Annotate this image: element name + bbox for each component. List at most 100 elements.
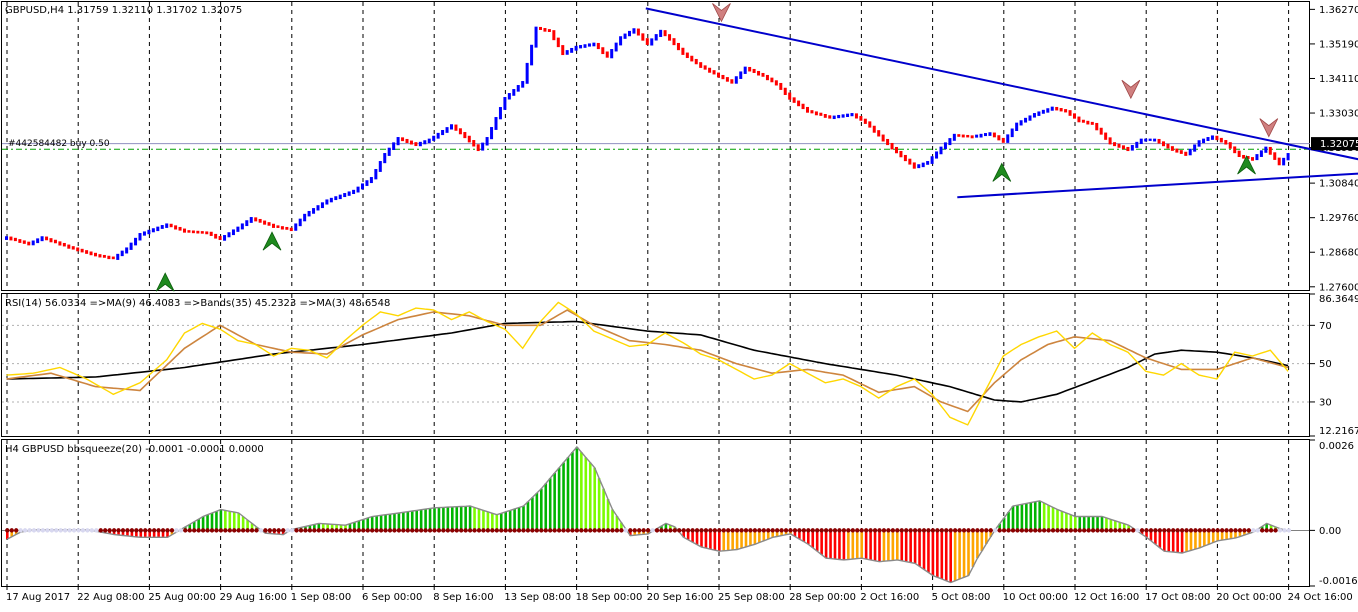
squeeze-dot — [352, 528, 357, 533]
squeeze-dot — [1037, 528, 1042, 533]
rsi-panel[interactable] — [1, 293, 1310, 437]
bbsqueeze-bar — [855, 530, 859, 559]
bbsqueeze-bar — [344, 525, 347, 531]
bear-bar — [102, 254, 106, 258]
bear-bar — [828, 115, 832, 119]
bear-bar — [1117, 143, 1121, 148]
squeeze-dot — [85, 528, 90, 533]
price-panel[interactable] — [1, 1, 1310, 291]
squeeze-dot — [423, 528, 428, 533]
bear-bar — [405, 138, 409, 143]
bull-bar — [984, 133, 987, 137]
squeeze-dot — [454, 528, 459, 533]
squeeze-dot — [921, 528, 927, 533]
squeeze-dot — [525, 528, 531, 533]
squeeze-dot — [779, 528, 784, 533]
bull-bar — [832, 115, 836, 120]
bear-bar — [961, 134, 965, 138]
squeeze-dot — [579, 528, 584, 533]
bbsqueeze-bar — [206, 514, 209, 531]
bbsqueeze-bar — [735, 530, 739, 550]
bear-bar — [721, 74, 725, 80]
bull-bar — [943, 142, 947, 150]
bbsqueeze-bar — [393, 513, 396, 531]
bear-bar — [1099, 127, 1103, 135]
bbsqueeze-bar — [313, 524, 316, 531]
bear-bar — [22, 240, 26, 244]
squeeze-dot — [205, 528, 210, 533]
bear-bar — [605, 51, 609, 58]
bbsqueeze-title: H4 GBPUSD bbsqueeze(20) -0.0001 -0.0001 … — [5, 444, 264, 455]
bear-bar — [458, 128, 462, 135]
squeeze-dot — [1055, 528, 1060, 533]
down-arrow-icon — [712, 3, 731, 23]
squeeze-dot — [1135, 528, 1140, 533]
squeeze-dot — [868, 528, 873, 533]
squeeze-dot — [1233, 528, 1238, 533]
bbsqueeze-bar — [228, 511, 232, 531]
price-tick-label: 1.35190 — [1319, 39, 1358, 50]
squeeze-dot — [1211, 528, 1216, 533]
squeeze-dot — [703, 528, 709, 533]
bear-bar — [672, 38, 676, 46]
squeeze-dot — [441, 528, 446, 533]
bbsqueeze-bar — [1154, 530, 1157, 545]
bbsqueeze-bar — [588, 462, 592, 531]
bear-bar — [788, 92, 792, 100]
bbsqueeze-panel[interactable] — [1, 439, 1310, 587]
bear-bar — [596, 42, 600, 50]
squeeze-dot — [1206, 528, 1212, 533]
squeeze-dot — [334, 528, 339, 533]
bbsqueeze-bar — [473, 507, 476, 531]
bull-bar — [383, 153, 387, 164]
squeeze-dot — [1157, 528, 1163, 533]
bbsqueeze-outline — [6, 445, 1290, 584]
bbsqueeze-bar — [709, 530, 712, 550]
squeeze-dot — [232, 528, 237, 533]
bear-bar — [196, 230, 200, 234]
bbsqueeze-bar — [362, 519, 365, 531]
squeeze-dot — [1286, 528, 1292, 533]
bear-bar — [209, 231, 213, 236]
squeeze-dot — [111, 528, 117, 533]
bear-bar — [1104, 132, 1108, 140]
squeeze-dot — [490, 528, 495, 533]
bbsqueeze-bar — [1025, 503, 1028, 531]
bbsqueeze-bar — [540, 488, 543, 531]
squeeze-dot — [1171, 528, 1176, 533]
bbsqueeze-bar — [922, 530, 926, 570]
bbsqueeze-bar — [931, 530, 935, 576]
squeeze-dot — [899, 528, 904, 533]
bbsqueeze-bar — [375, 515, 378, 531]
bear-bar — [774, 80, 778, 86]
bbsqueeze-bar — [446, 507, 450, 531]
bbsqueeze-bar — [597, 478, 601, 531]
squeeze-dot — [748, 528, 753, 533]
squeeze-dot — [783, 528, 789, 533]
squeeze-dot — [672, 528, 677, 533]
bbsqueeze-bar — [406, 511, 410, 531]
squeeze-dot — [1255, 528, 1260, 533]
squeeze-dot — [1122, 528, 1127, 533]
squeeze-dot — [1050, 528, 1056, 533]
squeeze-dot — [890, 528, 896, 533]
bear-bar — [463, 132, 467, 139]
bbsqueeze-bar — [758, 530, 761, 543]
bull-bar — [623, 33, 627, 39]
bear-bar — [641, 33, 645, 41]
squeeze-dot — [1144, 528, 1149, 533]
squeeze-dot — [1073, 528, 1078, 533]
bull-bar — [921, 162, 925, 168]
bull-bar — [138, 233, 142, 241]
bbsqueeze-bar — [1145, 530, 1148, 538]
rsi-lines — [6, 301, 1289, 426]
bbsqueeze-dots — [5, 528, 1292, 533]
bear-bar — [765, 74, 769, 81]
squeeze-dot — [1273, 528, 1278, 533]
squeeze-dot — [930, 528, 936, 533]
squeeze-dot — [797, 528, 802, 533]
bear-bar — [1170, 146, 1174, 151]
bull-bar — [952, 133, 956, 141]
squeeze-dot — [939, 528, 944, 533]
